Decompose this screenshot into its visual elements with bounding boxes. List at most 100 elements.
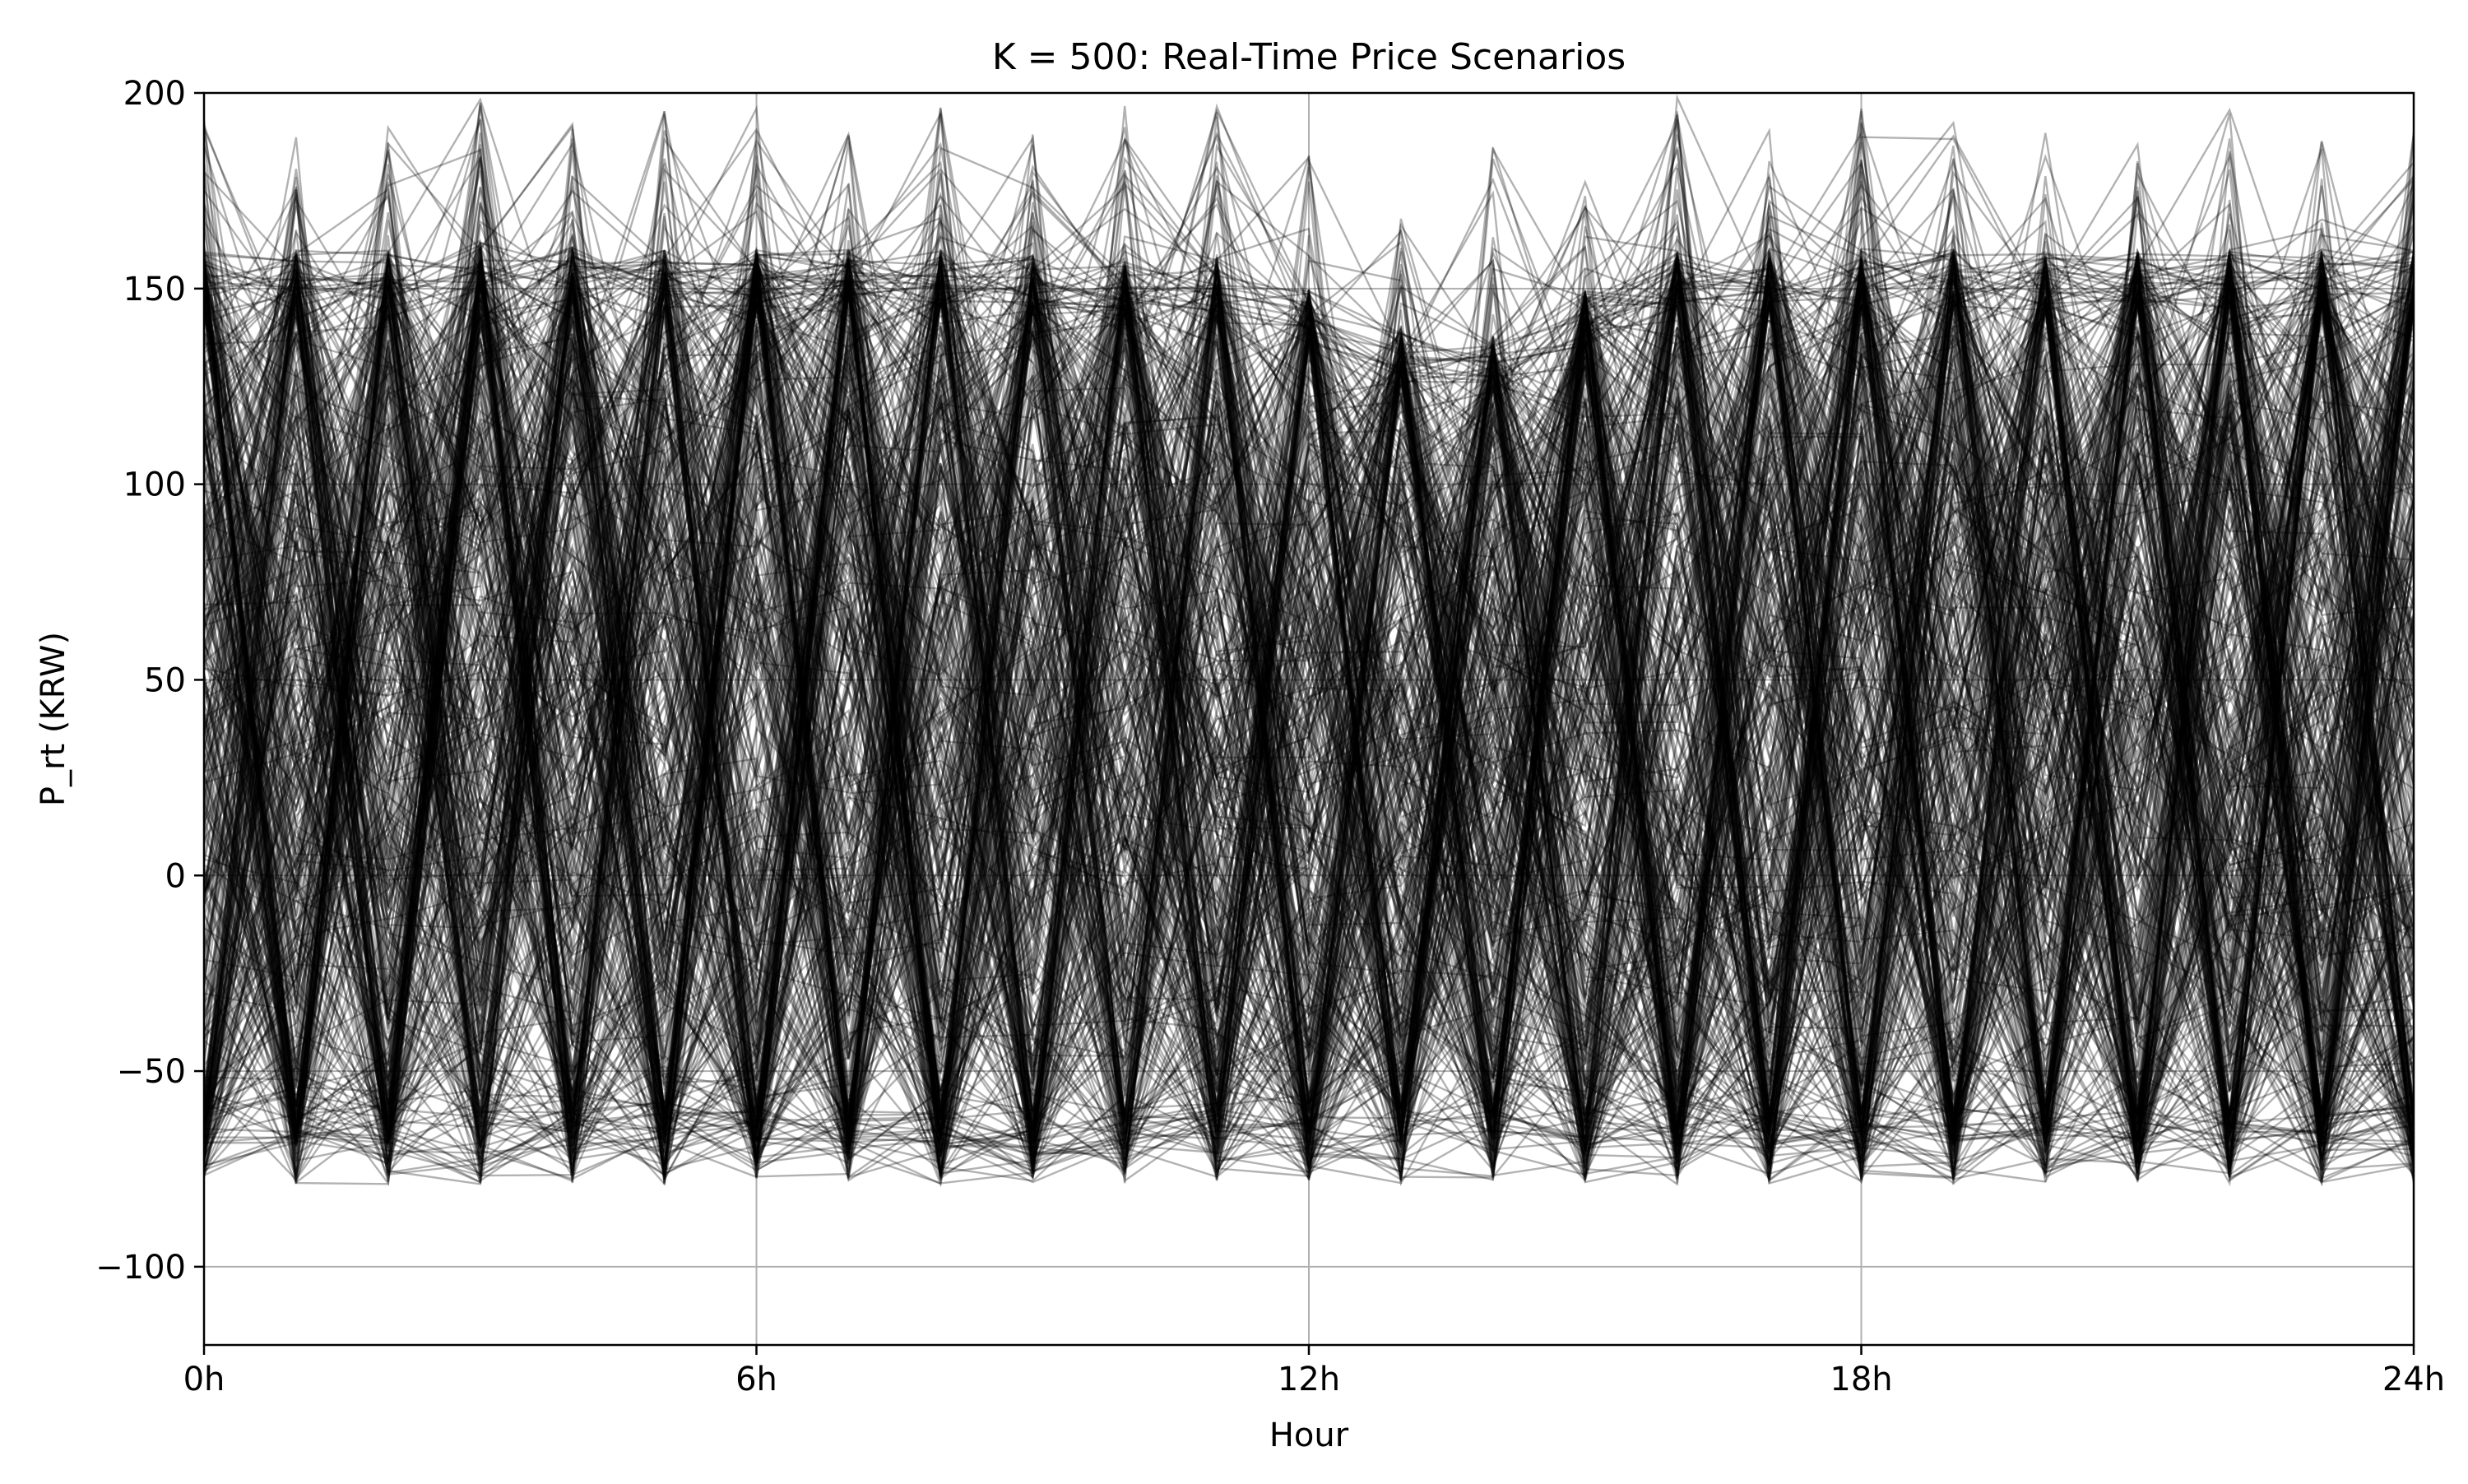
scenario-line	[204, 289, 2414, 1179]
scenario-line	[204, 249, 2414, 1129]
scenario-line	[204, 266, 2414, 1155]
scenario-line	[204, 158, 2414, 1157]
scenario-line	[204, 270, 2414, 1176]
scenario-line	[204, 260, 2414, 1154]
chart-title: K = 500: Real-Time Price Scenarios	[992, 36, 1626, 78]
scenario-line	[204, 157, 2414, 1182]
scenario-line	[204, 185, 2414, 1170]
scenario-line	[204, 255, 2414, 1185]
scenario-line	[204, 202, 2414, 1171]
scenario-line	[204, 202, 2414, 1163]
scenario-line	[204, 167, 2414, 1180]
scenario-line	[204, 138, 2414, 1180]
scenario-line	[204, 109, 2414, 1175]
scenario-line	[204, 190, 2414, 1157]
scenario-line	[204, 275, 2414, 1181]
scenario-line	[204, 225, 2414, 1148]
scenario-line	[204, 243, 2414, 1176]
scenario-line	[204, 181, 2414, 1167]
scenario-line	[204, 174, 2414, 1171]
scenario-line	[204, 249, 2414, 1161]
scenario-line	[204, 291, 2414, 1155]
scenario-line	[204, 247, 2414, 1135]
scenario-line	[204, 252, 2414, 1179]
scenario-line	[204, 266, 2414, 1159]
scenario-line	[204, 189, 2414, 1120]
scenario-line	[204, 250, 2414, 1166]
scenario-line	[204, 259, 2414, 1168]
scenario-line	[204, 141, 2414, 1143]
scenario-line	[204, 247, 2414, 1136]
scenario-line	[204, 179, 2414, 1166]
scenario-line	[204, 267, 2414, 1182]
scenario-line	[204, 294, 2414, 1157]
scenario-line	[204, 206, 2414, 1159]
scenario-line	[204, 263, 2414, 1162]
scenario-line	[204, 253, 2414, 1137]
scenario-line	[204, 260, 2414, 1169]
scenario-line	[204, 169, 2414, 1177]
scenario-line	[204, 141, 2414, 1159]
scenario-line	[204, 282, 2414, 1154]
scenario-line	[204, 267, 2414, 1187]
scenario-line	[204, 254, 2414, 1145]
scenario-line	[204, 247, 2414, 1154]
scenario-line	[204, 290, 2414, 1131]
scenario-line	[204, 220, 2414, 1185]
scenario-line	[204, 248, 2414, 1184]
scenario-line	[204, 182, 2414, 1176]
scenario-line	[204, 281, 2414, 1162]
scenario-line	[204, 277, 2414, 1173]
scenario-line	[204, 264, 2414, 1161]
scenario-line	[204, 247, 2414, 1174]
scenario-line	[204, 197, 2414, 1159]
x-axis-label: Hour	[1269, 1417, 1349, 1454]
scenario-line	[204, 250, 2414, 1168]
scenario-line	[204, 291, 2414, 1139]
scenario-line	[204, 236, 2414, 1155]
scenario-line	[204, 255, 2414, 1125]
scenario-line	[204, 257, 2414, 1176]
scenario-line	[204, 251, 2414, 1178]
scenario-line	[204, 176, 2414, 1158]
scenario-line	[204, 221, 2414, 1180]
scenario-line	[204, 175, 2414, 1176]
scenario-line	[204, 144, 2414, 1182]
scenario-line	[204, 169, 2414, 1185]
scenario-line	[204, 124, 2414, 1180]
scenario-line	[204, 262, 2414, 1175]
scenario-line	[204, 202, 2414, 1177]
scenario-line	[204, 268, 2414, 1166]
scenario-line	[204, 252, 2414, 1148]
scenario-line	[204, 234, 2414, 1162]
scenario-line	[204, 237, 2414, 1178]
scenario-line	[204, 257, 2414, 1167]
scenario-line	[204, 161, 2414, 1152]
scenario-line	[204, 253, 2414, 1178]
y-tick-label: 200	[123, 75, 186, 113]
scenario-line	[204, 184, 2414, 1112]
scenario-line	[204, 181, 2414, 1161]
scenario-line	[204, 162, 2414, 1180]
scenario-line	[204, 258, 2414, 1178]
scenario-line	[204, 184, 2414, 1175]
scenario-line	[204, 257, 2414, 1180]
scenario-line	[204, 270, 2414, 1180]
scenario-line	[204, 155, 2414, 1185]
scenario-line	[204, 257, 2414, 1184]
scenario-line	[204, 247, 2414, 1148]
scenario-line	[204, 136, 2414, 1172]
scenario-line	[204, 123, 2414, 1162]
scenario-line	[204, 255, 2414, 1177]
scenario-line	[204, 184, 2414, 1127]
scenario-line	[204, 248, 2414, 1141]
scenario-line	[204, 258, 2414, 1134]
scenario-line	[204, 271, 2414, 1171]
scenario-line	[204, 250, 2414, 1180]
scenario-line	[204, 267, 2414, 1166]
scenario-line	[204, 265, 2414, 1158]
scenario-line	[204, 249, 2414, 1182]
scenario-line	[204, 254, 2414, 1171]
scenario-line	[204, 253, 2414, 1156]
scenario-line	[204, 220, 2414, 1173]
